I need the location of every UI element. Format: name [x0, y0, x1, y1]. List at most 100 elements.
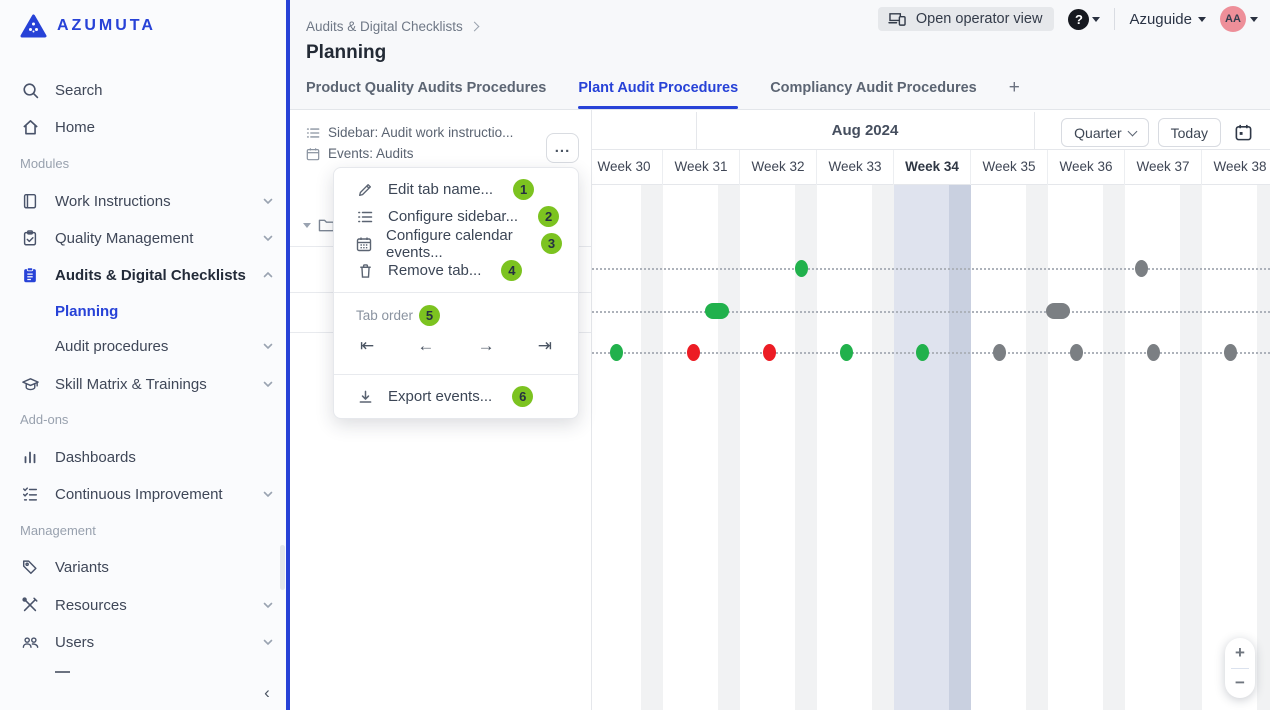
- week-header-row: Week 30 Week 31 Week 32 Week 33 Week 34 Week …: [592, 150, 1270, 185]
- zoom-in-button[interactable]: +: [1235, 643, 1245, 662]
- audit-event-red-dot[interactable]: [762, 343, 776, 361]
- sidebar-item-label: Skill Matrix & Trainings: [55, 375, 207, 393]
- menu-item-edit-tab-name[interactable]: Edit tab name... 1: [334, 176, 578, 203]
- chevron-up-icon: [262, 269, 274, 281]
- move-right-button[interactable]: →: [477, 336, 495, 355]
- sidebar-item-variants[interactable]: Variants: [20, 552, 274, 582]
- sidebar-item-home[interactable]: Home: [20, 112, 274, 142]
- help-menu[interactable]: ?: [1068, 8, 1101, 30]
- audit-event-green-pill[interactable]: [705, 303, 729, 319]
- caret-down-icon: [1250, 16, 1258, 22]
- zoom-out-button[interactable]: −: [1235, 673, 1245, 692]
- sidebar-item-label: Variants: [55, 558, 109, 576]
- sidebar-item-continuous-improvement[interactable]: Continuous Improvement: [20, 479, 274, 509]
- week-column: [1202, 185, 1270, 710]
- brand-logo[interactable]: AZUMUTA: [20, 14, 156, 38]
- tab-bar: Product Quality Audits Procedures Plant …: [290, 77, 1270, 110]
- sidebar-item-label: Resources: [55, 596, 127, 614]
- tree-group-row[interactable]: [303, 218, 335, 233]
- sidebar-config-row: Sidebar: Audit work instructio...: [306, 122, 513, 143]
- today-button[interactable]: Today: [1157, 118, 1221, 147]
- week-header-cell: Week 38: [1202, 150, 1270, 185]
- avatar-menu[interactable]: AA: [1220, 6, 1258, 32]
- sidebar-item-dashboards[interactable]: Dashboards: [20, 442, 274, 472]
- audit-event-gray-pill[interactable]: [1046, 303, 1070, 319]
- month-header-row: Aug 2024: [592, 112, 1270, 150]
- week-header-cell: Week 37: [1125, 150, 1202, 185]
- page-title: Planning: [306, 42, 387, 63]
- audit-event-gray-dot[interactable]: [1134, 259, 1148, 277]
- calendar-icon: [306, 147, 320, 161]
- audit-event-green-dot[interactable]: [609, 343, 623, 361]
- audit-event-gray-dot[interactable]: [1223, 343, 1237, 361]
- week-header-cell: Week 34: [894, 150, 971, 185]
- account-name: Azuguide: [1129, 10, 1192, 28]
- audit-event-gray-dot[interactable]: [992, 343, 1006, 361]
- month-label: Aug 2024: [831, 122, 899, 139]
- tab-options-button[interactable]: ...: [546, 133, 579, 163]
- sidebar-item-audit-procedures[interactable]: Audit procedures: [20, 331, 274, 361]
- sidebar-item-search[interactable]: Search: [20, 75, 274, 105]
- chevron-down-icon: [262, 232, 274, 244]
- today-label: Today: [1170, 124, 1208, 141]
- menu-item-label: Remove tab...: [388, 262, 482, 279]
- move-last-button[interactable]: ⇥: [537, 336, 552, 355]
- chevron-down-icon: [1127, 126, 1138, 136]
- tab-product-quality-audits-procedures[interactable]: Product Quality Audits Procedures: [306, 80, 547, 96]
- breadcrumb[interactable]: Audits & Digital Checklists: [306, 19, 480, 34]
- calendar-pane: Aug 2024 Quarter Today Week 30 Week 31 Wee…: [591, 110, 1270, 710]
- move-first-button[interactable]: ⇤: [360, 336, 375, 355]
- calendar-controls: Quarter Today: [1061, 118, 1256, 147]
- open-operator-view-button[interactable]: Open operator view: [877, 7, 1055, 31]
- menu-item-export-events[interactable]: Export events... 6: [334, 383, 578, 410]
- menu-item-label: Edit tab name...: [388, 181, 494, 198]
- weekend-band: [1257, 185, 1270, 710]
- tab-plant-audit-procedures[interactable]: Plant Audit Procedures: [578, 80, 738, 109]
- tab-compliancy-audit-procedures[interactable]: Compliancy Audit Procedures: [770, 80, 977, 96]
- weekend-band: [718, 185, 740, 710]
- users-icon: [20, 632, 40, 652]
- audit-event-red-dot[interactable]: [686, 343, 700, 361]
- audit-event-gray-dot[interactable]: [1069, 343, 1083, 361]
- audit-event-green-dot[interactable]: [839, 343, 853, 361]
- weekend-band: [795, 185, 817, 710]
- tab-order-label: Tab order: [356, 308, 414, 323]
- account-menu[interactable]: Azuguide: [1129, 11, 1206, 28]
- sidebar-item-planning[interactable]: Planning: [20, 296, 274, 326]
- sidebar-section-management: Management: [20, 523, 96, 538]
- zoom-divider: [1231, 667, 1249, 669]
- sidebar-item-audits-digital-checklists[interactable]: Audits & Digital Checklists: [20, 260, 274, 290]
- search-icon: [20, 80, 40, 100]
- clipboard-icon: [20, 265, 40, 285]
- weekend-band: [1103, 185, 1125, 710]
- sidebar-item-skill-matrix-trainings[interactable]: Skill Matrix & Trainings: [20, 369, 274, 399]
- audit-event-gray-dot[interactable]: [1146, 343, 1160, 361]
- sidebar-item-resources[interactable]: Resources: [20, 590, 274, 620]
- audit-event-green-dot[interactable]: [794, 259, 808, 277]
- sidebar-accent-bar: [286, 0, 290, 710]
- sidebar-scrollbar[interactable]: [280, 545, 285, 590]
- chevron-down-icon: [262, 599, 274, 611]
- week-header-cell: Week 31: [663, 150, 740, 185]
- menu-item-configure-calendar-events[interactable]: Configure calendar events... 3: [334, 227, 578, 261]
- calendar-body[interactable]: [592, 185, 1270, 710]
- add-tab-button[interactable]: +: [1008, 77, 1020, 98]
- events-config-row: Events: Audits: [306, 143, 513, 164]
- collapse-sidebar-button[interactable]: ‹: [264, 683, 270, 702]
- sidebar-item-work-instructions[interactable]: Work Instructions: [20, 186, 274, 216]
- range-selector-button[interactable]: Quarter: [1061, 118, 1149, 147]
- move-left-button[interactable]: ←: [417, 336, 435, 355]
- step-badge-6: 6: [512, 386, 534, 407]
- sidebar-item-quality-management[interactable]: Quality Management: [20, 223, 274, 253]
- row-guide-line: [592, 352, 1270, 354]
- sidebar-item-label: Users: [55, 633, 95, 651]
- range-selector-label: Quarter: [1074, 124, 1122, 141]
- week-column: [817, 185, 894, 710]
- menu-item-configure-sidebar[interactable]: Configure sidebar... 2: [334, 203, 578, 230]
- menu-item-remove-tab[interactable]: Remove tab... 4: [334, 257, 578, 284]
- weekend-band: [872, 185, 894, 710]
- audit-event-green-dot[interactable]: [915, 343, 929, 361]
- date-picker-button[interactable]: [1230, 120, 1256, 146]
- sidebar-item-label: Planning: [55, 302, 119, 320]
- sidebar-item-users[interactable]: Users: [20, 627, 274, 657]
